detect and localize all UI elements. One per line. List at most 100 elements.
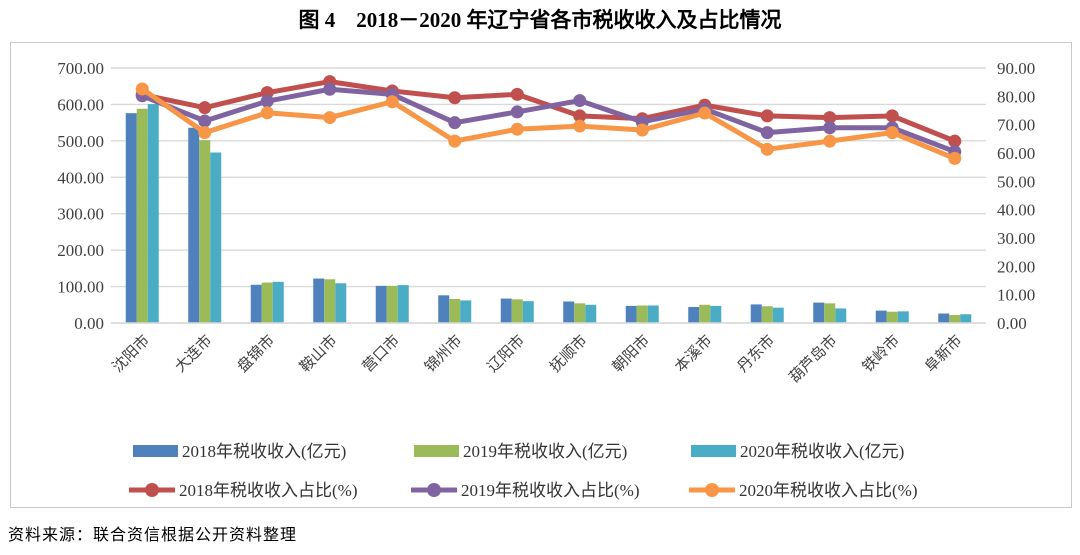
line-marker (948, 134, 962, 148)
x-axis-label: 沈阳市 (109, 332, 153, 376)
legend-marker-dot (145, 483, 159, 497)
line-marker (260, 106, 274, 120)
bar (625, 305, 637, 323)
bar (897, 311, 909, 323)
line-marker (448, 116, 462, 130)
bar (272, 281, 284, 323)
bar (397, 285, 409, 323)
line-marker (760, 109, 774, 123)
bar (375, 285, 387, 323)
bar (147, 104, 159, 323)
line-marker (260, 94, 274, 108)
x-axis-label-group: 锦州市 (422, 332, 466, 376)
legend-swatch (691, 445, 736, 457)
right-axis-tick-label: 30.00 (997, 229, 1035, 248)
bar (199, 140, 211, 323)
x-axis-label: 葫芦岛市 (786, 332, 840, 386)
bar (261, 282, 273, 323)
x-axis-label: 锦州市 (422, 332, 466, 376)
legend-label: 2019年税收收入(亿元) (463, 442, 627, 461)
bar (386, 285, 398, 323)
line-marker (510, 105, 524, 119)
bar (500, 298, 512, 323)
x-axis-label-group: 沈阳市 (109, 332, 153, 376)
right-axis-tick-label: 90.00 (997, 59, 1035, 78)
bar (938, 313, 950, 323)
right-axis-tick-label: 40.00 (997, 201, 1035, 220)
x-axis-label: 盘锦市 (234, 331, 279, 376)
bar (585, 304, 597, 323)
line-marker (885, 126, 899, 140)
legend-label: 2020年税收收入占比(%) (739, 481, 917, 500)
left-axis-tick-label: 500.00 (57, 132, 104, 151)
x-axis-label-group: 阜新市 (922, 332, 966, 376)
left-axis-tick-label: 0.00 (74, 314, 104, 333)
chart-area: 700.00 600.00 500.00 400.00 300.00 200.00 100.… (10, 42, 1072, 508)
x-axis-label-group: 铁岭市 (859, 332, 903, 376)
line-marker (948, 151, 962, 165)
left-axis-tick-label: 100.00 (57, 278, 104, 297)
line-marker (885, 109, 899, 123)
line-marker (198, 126, 212, 140)
line-marker (635, 123, 649, 137)
line-marker (198, 114, 212, 128)
bar (449, 298, 461, 323)
bar (710, 305, 722, 323)
line-marker (760, 142, 774, 156)
bar (125, 113, 137, 324)
left-axis-tick-label: 300.00 (57, 205, 104, 224)
x-axis-label: 本溪市 (672, 332, 716, 376)
x-axis-label: 鞍山市 (297, 332, 341, 376)
line-marker (573, 119, 587, 133)
left-axis-tick-label: 400.00 (57, 168, 104, 187)
x-axis-label-group: 丹东市 (734, 332, 778, 376)
bar (210, 152, 222, 323)
line-marker (823, 111, 837, 125)
x-axis-label-group: 营口市 (359, 332, 403, 376)
left-axis-tick-label: 200.00 (57, 241, 104, 260)
right-axis-tick-label: 10.00 (997, 286, 1035, 305)
legend-swatch (133, 445, 178, 457)
x-axis-label-group: 辽阳市 (484, 332, 528, 376)
line-marker (760, 126, 774, 140)
bar (647, 305, 659, 323)
bar (324, 279, 336, 323)
x-axis-label-group: 抚顺市 (547, 332, 591, 376)
x-axis-label: 辽阳市 (484, 332, 528, 376)
line-marker (198, 101, 212, 115)
legend-label: 2020年税收收入(亿元) (740, 442, 904, 461)
right-axis-tick-label: 80.00 (997, 87, 1035, 106)
bar (188, 127, 200, 323)
legend-marker-dot (427, 483, 441, 497)
right-axis-tick-label: 60.00 (997, 144, 1035, 163)
line-series (139, 86, 958, 161)
x-axis-label: 铁岭市 (859, 332, 903, 376)
bar (250, 284, 262, 323)
line-marker (823, 134, 837, 148)
bar (761, 306, 773, 323)
bar (886, 311, 898, 323)
bar (313, 278, 325, 323)
right-axis-tick-label: 0.00 (997, 314, 1027, 333)
bar (460, 300, 472, 323)
bar (875, 310, 887, 323)
x-axis-label: 朝阳市 (609, 332, 653, 376)
x-axis-label-group: 朝阳市 (609, 332, 653, 376)
left-axis-tick-label: 600.00 (57, 95, 104, 114)
left-axis-tick-label: 700.00 (57, 59, 104, 78)
line-marker (510, 87, 524, 101)
legend-marker-dot (705, 483, 719, 497)
bar (522, 301, 534, 323)
x-axis-label: 丹东市 (734, 332, 778, 376)
x-axis-label-group: 葫芦岛市 (786, 332, 840, 386)
bar (750, 304, 762, 323)
bar (772, 307, 784, 323)
line-marker (323, 111, 337, 125)
bar (688, 306, 700, 323)
bar (835, 308, 847, 323)
bar (136, 108, 148, 323)
x-axis-label: 阜新市 (922, 332, 966, 376)
x-axis-label: 抚顺市 (547, 332, 591, 376)
legend-label: 2018年税收收入(亿元) (182, 442, 346, 461)
line-marker (135, 82, 149, 96)
